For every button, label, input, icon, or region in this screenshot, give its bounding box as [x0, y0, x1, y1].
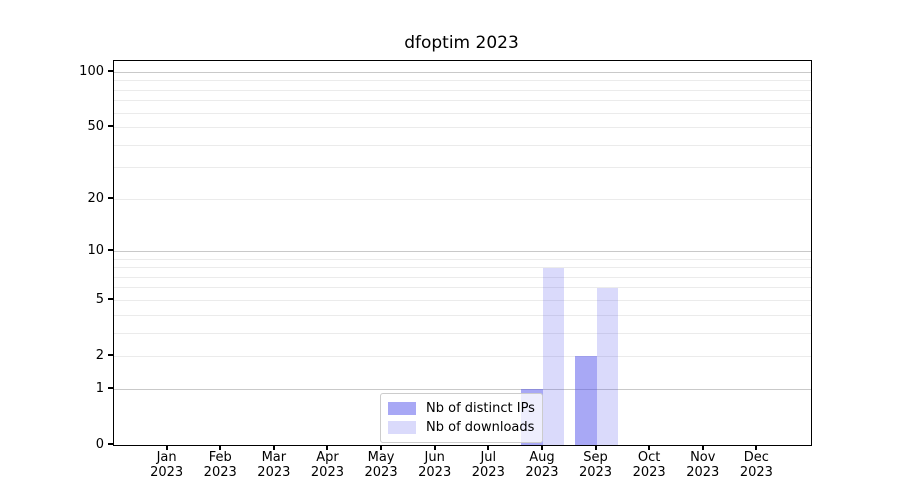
- legend-swatch: [388, 402, 416, 415]
- gridline-minor: [114, 112, 811, 114]
- x-tick-mark: [433, 445, 436, 450]
- x-tick-label: Oct 2023: [622, 450, 676, 480]
- x-tick-label: Nov 2023: [676, 450, 730, 480]
- x-tick-month: Jan: [156, 450, 177, 465]
- x-tick-mark: [594, 445, 597, 450]
- x-tick-month: Mar: [261, 450, 287, 465]
- x-tick-year: 2023: [150, 465, 184, 480]
- y-tick-mark: [108, 197, 113, 200]
- y-tick-label: 10: [87, 242, 104, 258]
- gridline-minor: [114, 299, 811, 301]
- x-tick-label: Jun 2023: [408, 450, 462, 480]
- gridline-minor: [114, 198, 811, 200]
- bar-nb-of-downloads-sep: [596, 287, 619, 445]
- y-tick-mark: [108, 354, 113, 357]
- y-tick-mark: [108, 125, 113, 128]
- y-tick-label: 5: [95, 291, 104, 307]
- legend-label: Nb of downloads: [426, 420, 535, 435]
- gridline-minor: [114, 276, 811, 278]
- x-tick-year: 2023: [418, 465, 452, 480]
- gridline-minor: [114, 355, 811, 357]
- x-tick-month: Dec: [743, 450, 769, 465]
- x-tick-mark: [380, 445, 383, 450]
- x-tick-label: May 2023: [354, 450, 408, 480]
- y-tick-mark: [108, 443, 113, 445]
- x-tick-label: Feb 2023: [193, 450, 247, 480]
- x-tick-mark: [326, 445, 329, 450]
- x-tick-label: Sep 2023: [569, 450, 623, 480]
- legend-item: Nb of distinct IPs: [388, 399, 535, 418]
- x-tick-month: Feb: [208, 450, 232, 465]
- x-tick-label: Mar 2023: [247, 450, 301, 480]
- gridline-major: [114, 71, 811, 73]
- gridline-minor: [114, 267, 811, 269]
- x-tick-year: 2023: [686, 465, 720, 480]
- gridline-minor: [114, 258, 811, 260]
- x-tick-month: Jul: [480, 450, 497, 465]
- x-tick-label: Jan 2023: [140, 450, 194, 480]
- x-tick-month: Aug: [529, 450, 555, 465]
- x-tick-mark: [648, 445, 651, 450]
- x-tick-month: Oct: [637, 450, 661, 465]
- x-tick-label: Aug 2023: [515, 450, 569, 480]
- y-tick-mark: [108, 298, 113, 301]
- x-tick-month: Sep: [583, 450, 608, 465]
- bar-nb-of-distinct-ips-sep: [575, 356, 597, 445]
- x-tick-mark: [540, 445, 543, 450]
- x-tick-mark: [219, 445, 222, 450]
- gridline-minor: [114, 89, 811, 91]
- y-tick-label: 1: [95, 380, 104, 396]
- x-tick-year: 2023: [471, 465, 505, 480]
- x-tick-year: 2023: [364, 465, 398, 480]
- x-tick-year: 2023: [578, 465, 613, 480]
- gridline-minor: [114, 167, 811, 169]
- gridline-minor: [114, 100, 811, 102]
- bar-nb-of-downloads-aug: [542, 267, 565, 445]
- x-tick-mark: [701, 445, 704, 450]
- x-tick-label: Dec 2023: [729, 450, 783, 480]
- y-tick-label: 2: [95, 347, 104, 363]
- chart-title: dfoptim 2023: [404, 33, 519, 53]
- x-tick-mark: [165, 445, 168, 450]
- x-tick-year: 2023: [525, 465, 559, 480]
- y-tick-mark: [108, 70, 113, 73]
- gridline-minor: [114, 126, 811, 128]
- plot-area: Nb of distinct IPs Nb of downloads: [113, 60, 812, 446]
- x-tick-mark: [272, 445, 275, 450]
- gridline-minor: [114, 314, 811, 316]
- y-tick-label: 100: [79, 63, 104, 79]
- gridline-minor: [114, 144, 811, 146]
- x-tick-label: Jul 2023: [461, 450, 515, 480]
- legend: Nb of distinct IPs Nb of downloads: [380, 393, 543, 443]
- x-tick-year: 2023: [310, 465, 344, 480]
- gridline-minor: [114, 332, 811, 334]
- x-tick-year: 2023: [739, 465, 773, 480]
- gridline-major: [114, 388, 811, 390]
- x-tick-year: 2023: [203, 465, 237, 480]
- legend-item: Nb of downloads: [388, 418, 535, 437]
- x-tick-mark: [487, 445, 490, 450]
- y-tick-label: 50: [87, 118, 104, 134]
- gridline-minor: [114, 80, 811, 82]
- x-tick-year: 2023: [257, 465, 291, 480]
- x-tick-month: Apr: [316, 450, 339, 465]
- x-tick-month: May: [367, 450, 395, 465]
- legend-label: Nb of distinct IPs: [426, 401, 535, 416]
- x-tick-month: Nov: [690, 450, 716, 465]
- x-tick-year: 2023: [632, 465, 666, 480]
- legend-swatch: [388, 421, 416, 434]
- x-tick-mark: [755, 445, 758, 450]
- x-tick-month: Jun: [424, 450, 445, 465]
- y-tick-label: 20: [87, 190, 104, 206]
- y-tick-mark: [108, 387, 113, 390]
- y-tick-label: 0: [95, 436, 104, 452]
- x-tick-label: Apr 2023: [300, 450, 354, 480]
- y-tick-mark: [108, 249, 113, 252]
- gridline-minor: [114, 287, 811, 289]
- gridline-major: [114, 250, 811, 252]
